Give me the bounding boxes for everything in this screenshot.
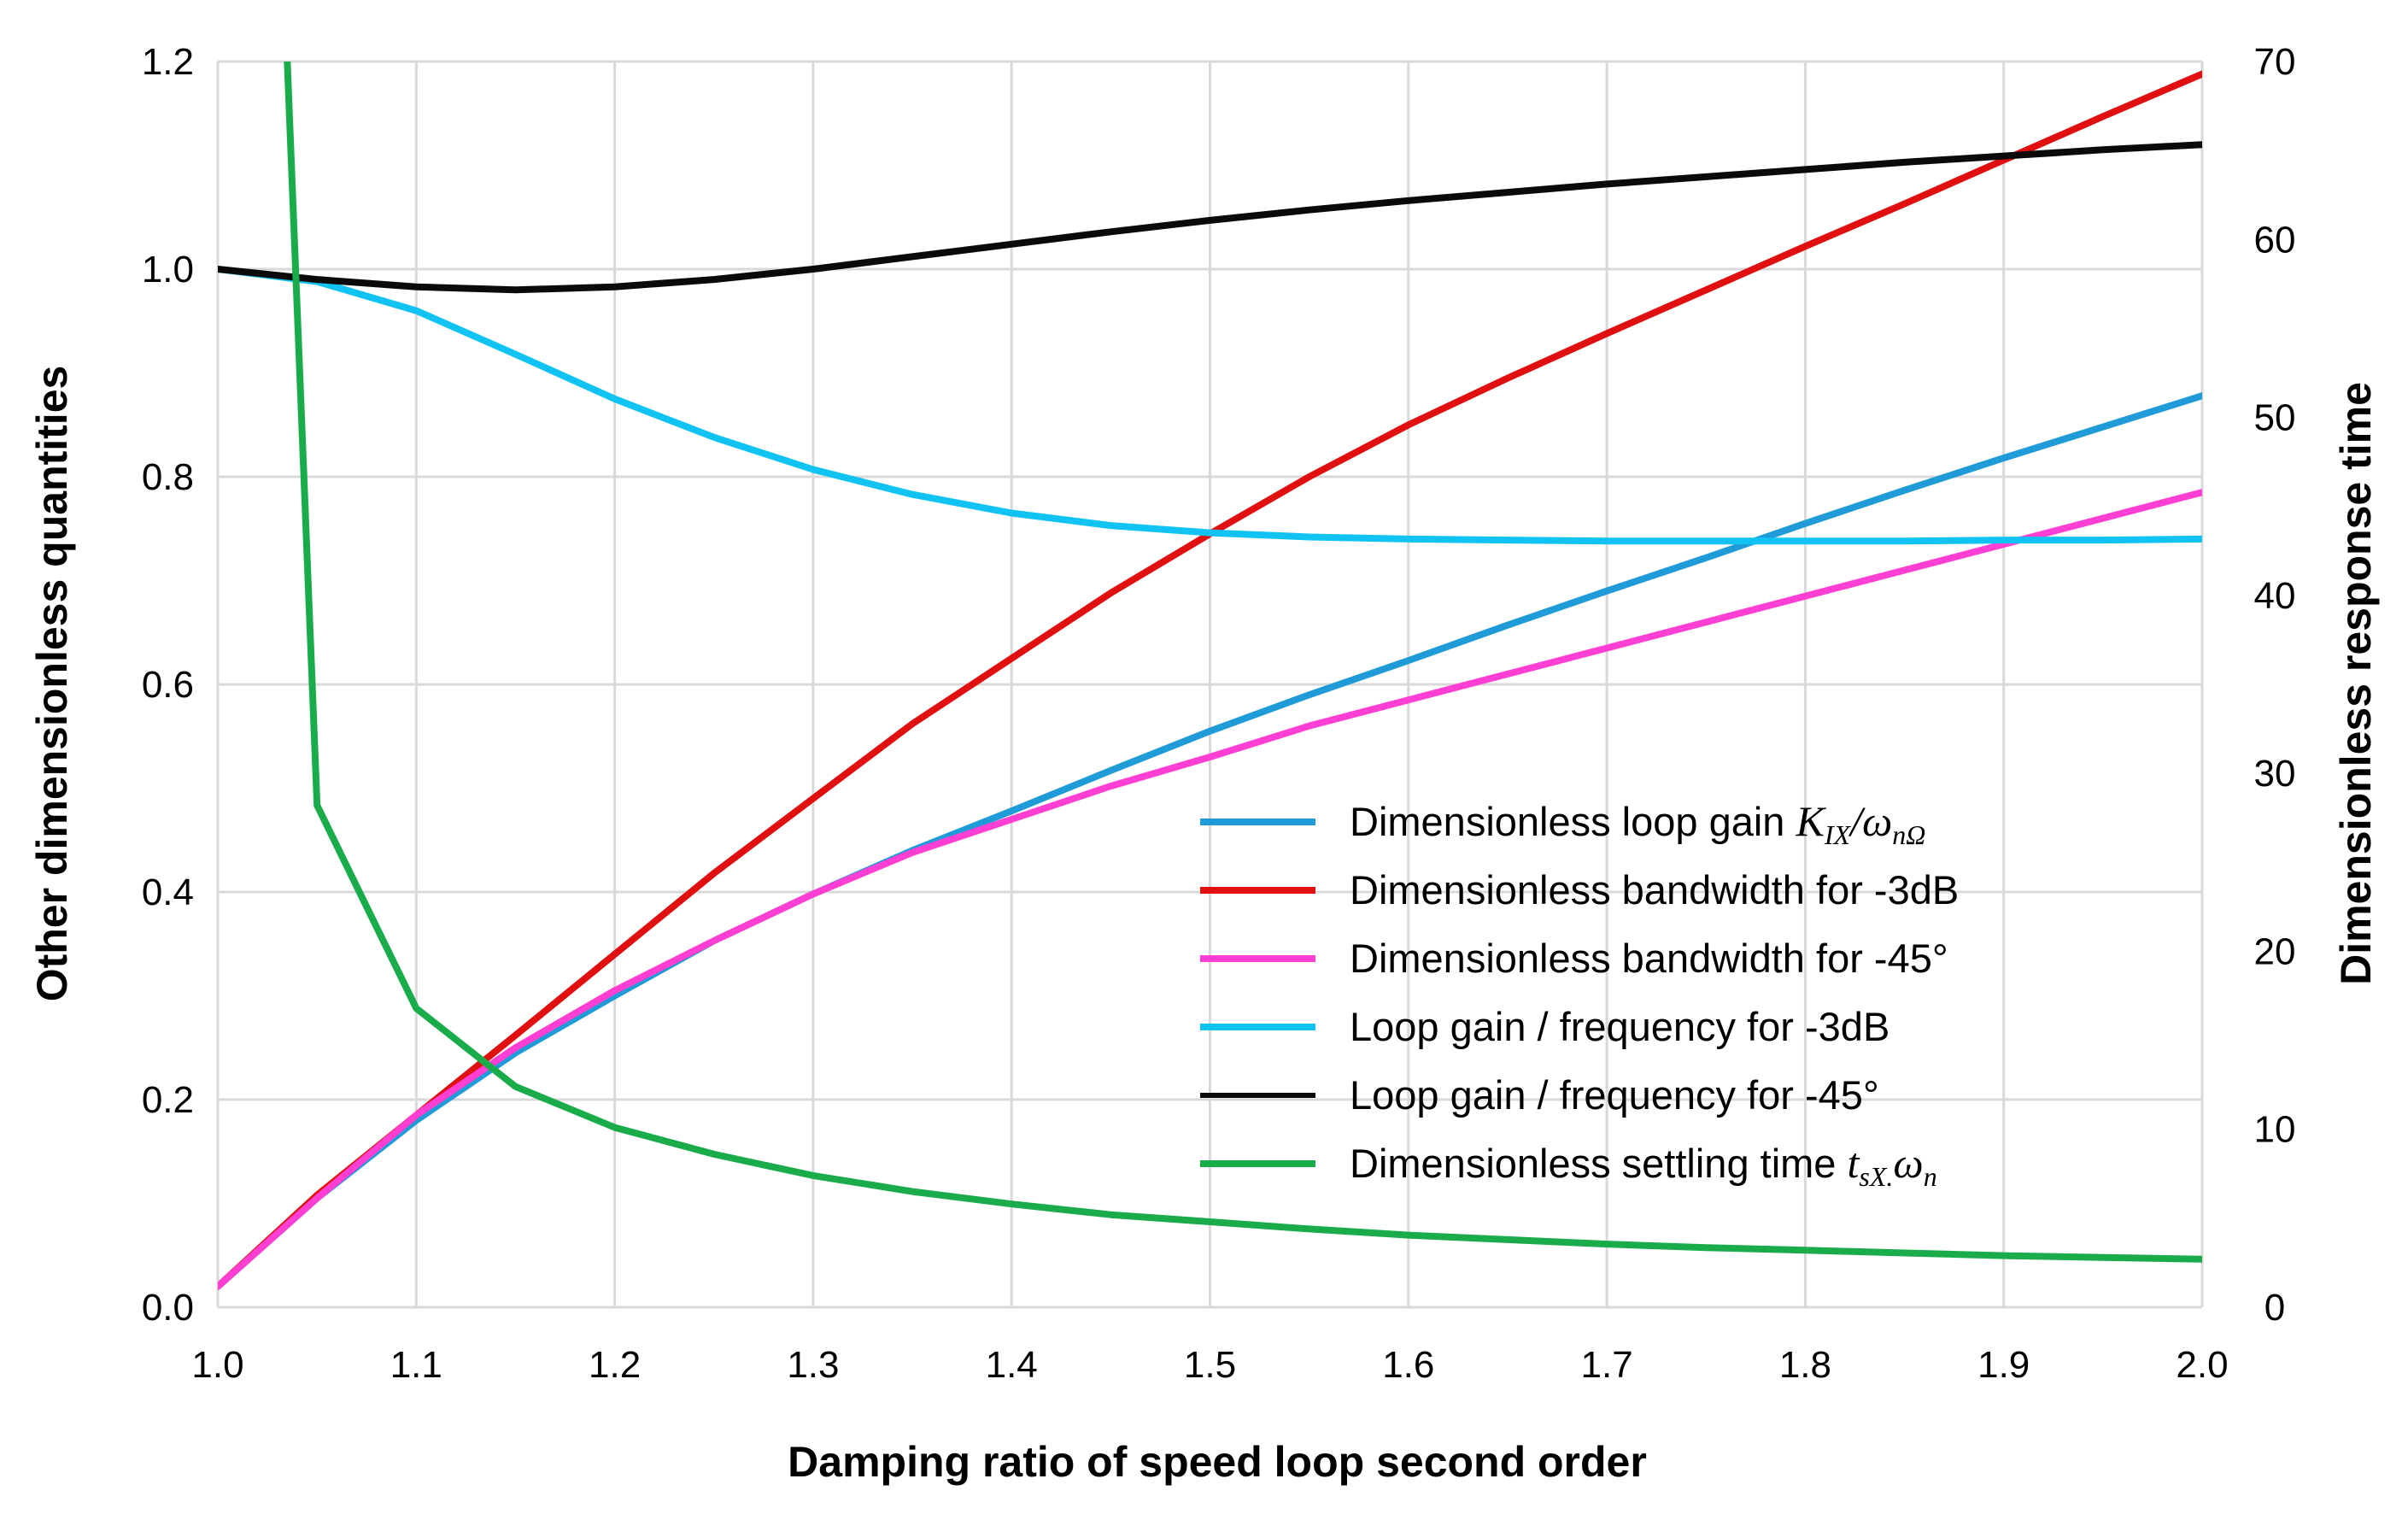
legend-entry: Loop gain / frequency for -3dB — [1350, 1004, 1889, 1049]
x-tick-label: 1.1 — [390, 1344, 442, 1386]
y2-tick-label: 30 — [2254, 753, 2296, 795]
y-tick-label: 0.4 — [142, 871, 194, 913]
y-tick-label: 0.2 — [142, 1079, 194, 1121]
series-line-1 — [218, 392, 2202, 1290]
y2-axis-ticks: 0 10 20 30 40 50 60 70 — [2254, 41, 2296, 1329]
y-tick-label: 0.0 — [142, 1287, 194, 1329]
legend-entry: Dimensionless loop gain KIX/ωnΩ — [1350, 797, 1925, 850]
x-axis-ticks: 1.0 1.1 1.2 1.3 1.4 1.5 1.6 1.7 1.8 1.9 2.0 — [191, 1344, 2228, 1386]
x-tick-label: 1.7 — [1581, 1344, 1633, 1386]
y-axis-ticks: 0.0 0.2 0.4 0.6 0.8 1.0 1.2 — [142, 41, 194, 1329]
x-tick-label: 1.8 — [1779, 1344, 1831, 1386]
series-lines — [218, 62, 2202, 1290]
x-tick-label: 1.3 — [787, 1344, 839, 1386]
y-tick-label: 0.6 — [142, 664, 194, 706]
x-tick-label: 1.0 — [191, 1344, 243, 1386]
legend-entry: Dimensionless bandwidth for -45° — [1350, 936, 1948, 981]
x-tick-label: 2.0 — [2176, 1344, 2228, 1386]
y2-tick-label: 20 — [2254, 930, 2296, 972]
y2-tick-label: 0 — [2264, 1287, 2285, 1329]
y-axis-title: Other dimensionless quantities — [28, 366, 76, 1002]
y-tick-label: 1.2 — [142, 41, 194, 83]
gridlines — [216, 60, 2204, 1309]
legend: Dimensionless loop gain KIX/ωnΩ Dimension… — [1200, 797, 1959, 1192]
series-line-5 — [218, 141, 2202, 294]
x-tick-label: 1.5 — [1184, 1344, 1236, 1386]
y-tick-label: 1.0 — [142, 249, 194, 290]
legend-entry: Dimensionless bandwidth for -3dB — [1350, 867, 1959, 913]
y-tick-label: 0.8 — [142, 456, 194, 498]
series-line-3 — [218, 489, 2202, 1290]
series-line-4 — [218, 266, 2202, 545]
y2-tick-label: 60 — [2254, 219, 2296, 261]
x-axis-title: Damping ratio of speed loop second order — [788, 1438, 1647, 1486]
y2-tick-label: 50 — [2254, 397, 2296, 439]
y2-tick-label: 70 — [2254, 41, 2296, 83]
series-line-6 — [284, 62, 2202, 1263]
x-tick-label: 1.4 — [986, 1344, 1038, 1386]
x-tick-label: 1.6 — [1382, 1344, 1434, 1386]
y2-tick-label: 10 — [2254, 1109, 2296, 1151]
x-tick-label: 1.2 — [589, 1344, 641, 1386]
y2-tick-label: 40 — [2254, 575, 2296, 617]
y2-axis-title: Dimensionless response time — [2332, 382, 2380, 985]
x-tick-label: 1.9 — [1977, 1344, 2030, 1386]
legend-entry: Loop gain / frequency for -45° — [1350, 1072, 1879, 1118]
legend-entry: Dimensionless settling time tsX.ωn — [1350, 1139, 1937, 1192]
